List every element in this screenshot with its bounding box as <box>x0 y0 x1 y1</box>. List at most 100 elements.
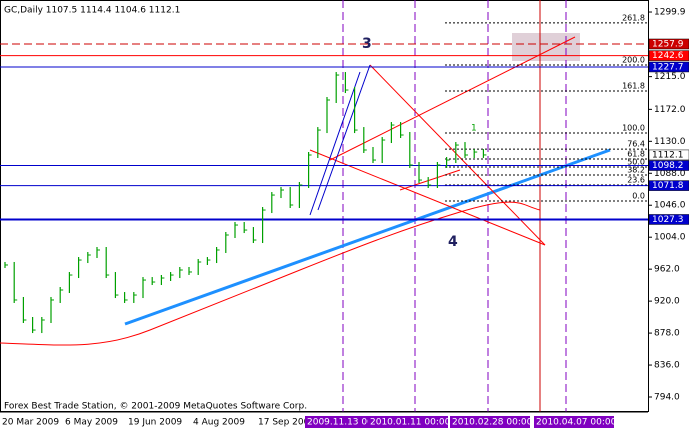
moving-average <box>0 201 541 346</box>
x-tick-label: 17 Sep 200 <box>258 418 310 428</box>
y-tick-label: 1088.0 <box>654 169 686 179</box>
price-bar <box>372 146 376 164</box>
price-bar <box>31 316 36 334</box>
x-tick-label: 6 May 2009 <box>65 418 118 428</box>
fib-label: 61.8 <box>627 149 645 158</box>
price-bar <box>326 96 330 134</box>
price-bar <box>354 87 358 134</box>
level-box <box>648 180 689 191</box>
level-label: 1098.2 <box>652 161 684 171</box>
price-bar <box>243 222 248 234</box>
price-bar <box>142 277 146 299</box>
price-bar <box>363 127 367 153</box>
x-label-bg <box>534 416 614 428</box>
x-tick-label: 2010.04.07 00:00 <box>536 418 617 428</box>
fib-label: 76.4 <box>627 140 645 149</box>
price-bar <box>409 131 413 168</box>
x-tick-label: 4 Aug 2009 <box>193 418 245 428</box>
price-bar <box>133 292 137 303</box>
fib-label: 23.6 <box>627 175 645 184</box>
level-label: 1112.1 <box>652 150 684 160</box>
price-bar <box>206 257 211 266</box>
price-bar <box>50 296 54 323</box>
level-box <box>648 38 689 50</box>
price-bar <box>216 246 220 264</box>
price-bar <box>179 266 183 279</box>
price-bar <box>170 272 174 281</box>
price-bar <box>41 316 45 334</box>
price-bar <box>400 122 404 138</box>
price-bar <box>188 266 192 275</box>
y-tick-label: 920.0 <box>654 297 680 307</box>
channel-line <box>309 71 361 216</box>
price-bar <box>455 142 459 164</box>
price-bar <box>335 72 340 103</box>
x-tick-label: 2010.01.11 00:00 <box>370 418 451 428</box>
price-bar <box>105 246 110 279</box>
trend-line <box>399 169 461 191</box>
price-bar <box>464 142 468 159</box>
level-label: 1257.9 <box>652 39 684 49</box>
wave-label: 4 <box>448 234 458 250</box>
price-bar <box>344 72 349 94</box>
fib-label: 161.8 <box>622 81 645 90</box>
fib-label: 261.8 <box>622 13 645 22</box>
y-tick-label: 836.0 <box>654 361 680 371</box>
y-tick-label: 794.0 <box>654 393 680 403</box>
y-tick-label: 1172.0 <box>654 105 686 115</box>
price-bar <box>271 192 275 214</box>
y-tick-label: 1004.0 <box>654 233 686 243</box>
price-bar <box>151 277 156 286</box>
price-bar <box>160 274 165 286</box>
x-label-bg <box>368 416 448 428</box>
price-bar <box>381 137 386 164</box>
price-bar <box>77 257 82 279</box>
target-zone <box>512 33 580 61</box>
trend-line <box>124 148 611 326</box>
price-bar <box>87 252 91 264</box>
fib-label: 100.0 <box>622 124 645 133</box>
x-tick-label: 2009.11.13 00:00 <box>307 418 388 428</box>
price-bar <box>280 187 284 199</box>
y-tick-label: 1130.0 <box>654 137 686 147</box>
plot-frame <box>0 0 649 412</box>
price-bar <box>13 261 18 303</box>
price-bar <box>114 272 119 299</box>
price-bar <box>252 227 257 244</box>
trend-line <box>369 64 546 246</box>
price-bar <box>446 157 450 168</box>
level-label: 1227.7 <box>652 62 684 72</box>
price-bar <box>96 246 100 259</box>
price-bar <box>482 149 487 158</box>
y-tick-label: 1299.9 <box>654 8 686 18</box>
x-label-bg <box>450 416 530 428</box>
price-bar <box>298 181 303 209</box>
x-tick-label: 19 Jun 2009 <box>128 418 182 428</box>
fib-label: 50.0 <box>627 158 645 167</box>
price-bar <box>262 207 266 244</box>
price-bar <box>234 222 238 238</box>
price-bar <box>436 161 441 188</box>
level-box <box>648 214 689 225</box>
chart-title: GC,Daily 1107.5 1114.4 1104.6 1112.1 <box>4 6 180 16</box>
price-bar <box>68 272 73 294</box>
level-box <box>648 149 689 161</box>
fib-label: 200.0 <box>622 55 645 64</box>
wave-label: 1 <box>471 124 477 134</box>
price-bar <box>418 161 422 184</box>
y-tick-label: 878.0 <box>654 329 680 339</box>
fib-label: 0.0 <box>632 192 645 201</box>
level-label: 1242.6 <box>652 51 684 61</box>
y-tick-label: 1046.0 <box>654 201 686 211</box>
x-tick-label: 20 Mar 2009 <box>2 418 59 428</box>
price-bar <box>308 152 312 188</box>
level-box <box>648 61 689 73</box>
price-bar <box>22 296 27 323</box>
price-bar <box>390 122 395 144</box>
x-label-bg <box>305 416 385 428</box>
level-label: 1027.3 <box>652 215 684 225</box>
price-bar <box>197 259 202 275</box>
price-bar <box>4 261 8 268</box>
